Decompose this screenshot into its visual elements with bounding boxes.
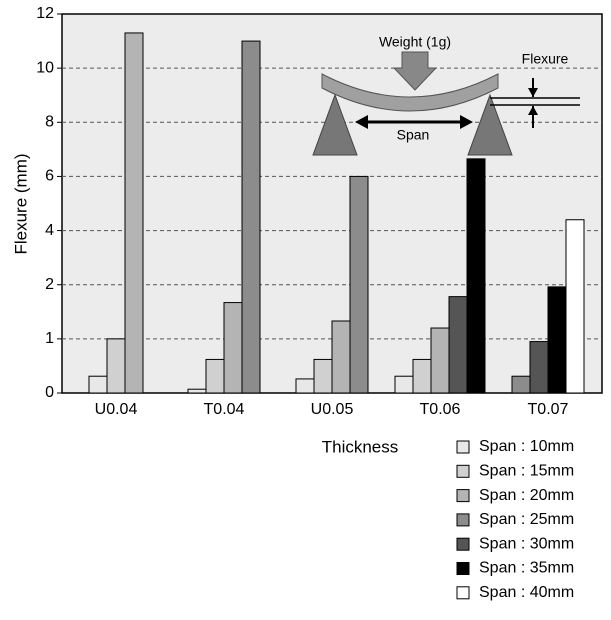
y-tick-label: 2 xyxy=(45,276,54,293)
bar xyxy=(547,286,567,394)
x-tick-label: T0.07 xyxy=(528,401,569,418)
legend-swatch xyxy=(456,489,470,503)
legend-label: Span : 15mm xyxy=(479,463,574,480)
bar xyxy=(241,40,261,394)
y-tick-label: 10 xyxy=(36,59,54,76)
bar xyxy=(394,375,414,394)
bar xyxy=(124,32,144,394)
bar xyxy=(349,175,369,394)
bar xyxy=(448,296,468,394)
bar xyxy=(511,375,531,394)
bar xyxy=(529,341,549,394)
x-tick-label: U0.05 xyxy=(311,401,354,418)
y-tick-label: 6 xyxy=(45,168,54,185)
legend-swatch xyxy=(456,464,470,478)
bar xyxy=(412,358,432,394)
bar xyxy=(430,327,450,394)
y-axis-label: Flexure (mm) xyxy=(11,153,30,254)
inset-diagram: Weight (1g) Flexure Span xyxy=(312,34,580,156)
y-tick-label: 4 xyxy=(45,222,54,239)
y-tick-label: 8 xyxy=(45,114,54,131)
support-left xyxy=(312,93,358,156)
y-tick-label: 12 xyxy=(36,5,54,22)
bars xyxy=(88,32,585,394)
y-tick-label: 0 xyxy=(45,384,54,401)
legend-label: Span : 30mm xyxy=(479,535,574,552)
legend-label: Span : 10mm xyxy=(479,438,574,455)
x-tick-label: U0.04 xyxy=(95,401,138,418)
legend-label: Span : 35mm xyxy=(479,560,574,577)
legend-swatch xyxy=(456,562,470,575)
legend-swatch xyxy=(456,586,470,600)
annotation: Weight (1g) xyxy=(379,34,451,50)
annotation: Span xyxy=(397,127,430,143)
bar xyxy=(466,158,486,394)
legend-label: Span : 20mm xyxy=(479,487,574,504)
weight-arrow xyxy=(392,51,438,91)
beam xyxy=(321,73,499,112)
x-axis-label: Thickness xyxy=(322,437,399,456)
arrow-head xyxy=(355,115,368,129)
legend-swatch xyxy=(456,513,470,527)
annotation: Flexure xyxy=(522,51,569,67)
legend-swatch xyxy=(456,537,470,551)
legend-label: Span : 25mm xyxy=(479,511,574,528)
arrow-head xyxy=(528,106,538,115)
bar xyxy=(205,358,225,394)
bar xyxy=(313,358,333,394)
arrow-head xyxy=(528,88,538,97)
legend-label: Span : 40mm xyxy=(479,584,574,601)
y-tick-label: 1 xyxy=(45,330,54,347)
bar xyxy=(295,378,315,394)
bar xyxy=(565,219,585,394)
legend-swatch xyxy=(456,440,470,454)
support-right xyxy=(467,93,513,156)
arrow-head xyxy=(460,115,473,129)
bar xyxy=(331,320,351,394)
bar xyxy=(106,338,126,394)
bar xyxy=(88,375,108,394)
bar xyxy=(223,302,243,394)
x-tick-label: T0.04 xyxy=(204,401,245,418)
x-tick-label: T0.06 xyxy=(420,401,461,418)
bar xyxy=(187,388,207,394)
